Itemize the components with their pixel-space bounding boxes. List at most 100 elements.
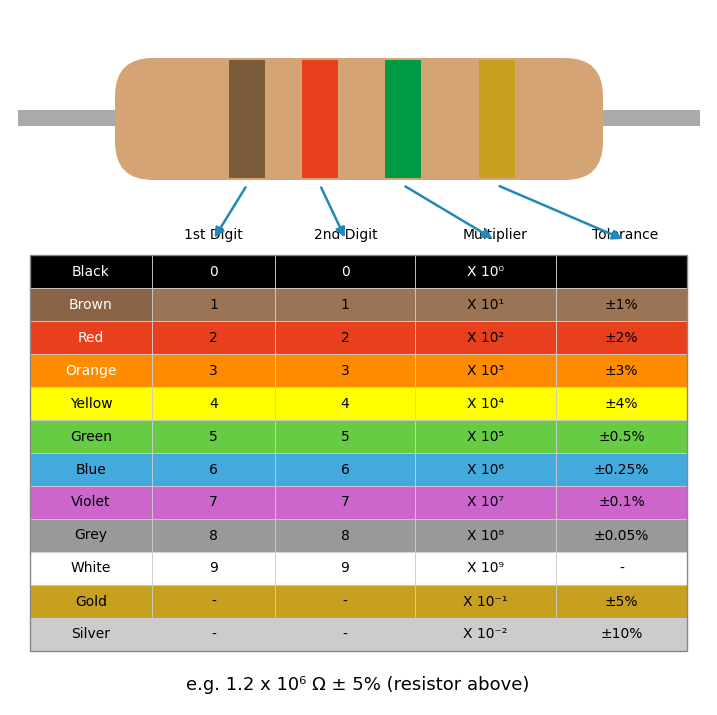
Text: 0: 0 (209, 265, 218, 279)
Text: 8: 8 (209, 528, 218, 543)
Bar (229, 60, 265, 178)
Bar (275, 420, 415, 453)
FancyBboxPatch shape (115, 58, 603, 180)
Text: ±10%: ±10% (600, 628, 642, 641)
Bar (556, 552, 687, 585)
Bar (275, 387, 415, 420)
Bar (18, 110, 138, 126)
Bar (30, 486, 152, 519)
Bar (152, 585, 275, 618)
Bar (415, 552, 556, 585)
Bar (415, 255, 556, 288)
Bar (556, 387, 687, 420)
Bar (30, 321, 152, 354)
Text: X 10¹: X 10¹ (467, 297, 504, 312)
Text: e.g. 1.2 x 10⁶ Ω ± 5% (resistor above): e.g. 1.2 x 10⁶ Ω ± 5% (resistor above) (186, 676, 530, 694)
Bar (275, 585, 415, 618)
Bar (30, 354, 152, 387)
Text: X 10⁻¹: X 10⁻¹ (463, 594, 508, 608)
Bar (415, 321, 556, 354)
Bar (152, 519, 275, 552)
Bar (479, 60, 515, 178)
Text: Orange: Orange (65, 363, 117, 378)
Bar (580, 110, 700, 126)
Bar (556, 288, 687, 321)
Bar (152, 255, 275, 288)
Text: ±0.05%: ±0.05% (594, 528, 649, 543)
Text: ±5%: ±5% (604, 594, 638, 608)
Bar (152, 453, 275, 486)
Bar (556, 255, 687, 288)
Text: X 10⁶: X 10⁶ (467, 463, 504, 476)
Text: X 10²: X 10² (467, 330, 504, 345)
Text: Tolerance: Tolerance (592, 228, 658, 242)
Bar (275, 519, 415, 552)
Bar (275, 618, 415, 651)
Text: ±0.25%: ±0.25% (594, 463, 649, 476)
Text: -: - (211, 594, 216, 608)
Bar (275, 321, 415, 354)
Bar (152, 387, 275, 420)
Text: 6: 6 (341, 463, 349, 476)
Bar (152, 288, 275, 321)
Text: -: - (343, 594, 348, 608)
Text: Green: Green (70, 430, 112, 443)
Bar (415, 420, 556, 453)
Text: ±2%: ±2% (604, 330, 638, 345)
Text: 0: 0 (341, 265, 349, 279)
Bar (275, 255, 415, 288)
Text: 2: 2 (209, 330, 218, 345)
Text: 3: 3 (209, 363, 218, 378)
Bar (556, 486, 687, 519)
Bar (415, 288, 556, 321)
Text: Red: Red (78, 330, 104, 345)
Text: Grey: Grey (75, 528, 108, 543)
Text: X 10⁵: X 10⁵ (467, 430, 504, 443)
Bar (275, 552, 415, 585)
Bar (415, 585, 556, 618)
Bar (275, 288, 415, 321)
Bar (275, 354, 415, 387)
Bar (556, 420, 687, 453)
Text: 7: 7 (209, 495, 218, 510)
Bar (415, 486, 556, 519)
Bar (385, 60, 421, 178)
Text: X 10⁴: X 10⁴ (467, 397, 504, 410)
Bar (30, 420, 152, 453)
Text: ±3%: ±3% (604, 363, 638, 378)
Bar (152, 486, 275, 519)
Bar (556, 618, 687, 651)
Text: 2nd Digit: 2nd Digit (314, 228, 378, 242)
Bar (30, 255, 152, 288)
Bar (415, 387, 556, 420)
Bar (152, 552, 275, 585)
Bar (415, 618, 556, 651)
Bar (30, 618, 152, 651)
Text: Yellow: Yellow (70, 397, 113, 410)
Text: -: - (211, 628, 216, 641)
Text: X 10⁹: X 10⁹ (467, 561, 504, 576)
Bar (556, 354, 687, 387)
Text: White: White (71, 561, 111, 576)
Bar (302, 60, 338, 178)
Bar (556, 519, 687, 552)
Text: 1st Digit: 1st Digit (184, 228, 242, 242)
Bar (30, 585, 152, 618)
Bar (415, 519, 556, 552)
Bar (152, 618, 275, 651)
Text: 3: 3 (341, 363, 349, 378)
Bar (152, 321, 275, 354)
Bar (415, 453, 556, 486)
Text: 4: 4 (209, 397, 218, 410)
Text: Gold: Gold (75, 594, 107, 608)
Text: 9: 9 (209, 561, 218, 576)
Text: Multiplier: Multiplier (462, 228, 528, 242)
Bar (30, 288, 152, 321)
Bar (30, 519, 152, 552)
Text: 8: 8 (341, 528, 349, 543)
Bar (415, 354, 556, 387)
Text: ±1%: ±1% (604, 297, 638, 312)
Text: Silver: Silver (72, 628, 110, 641)
Text: ±4%: ±4% (604, 397, 638, 410)
Text: 2: 2 (341, 330, 349, 345)
